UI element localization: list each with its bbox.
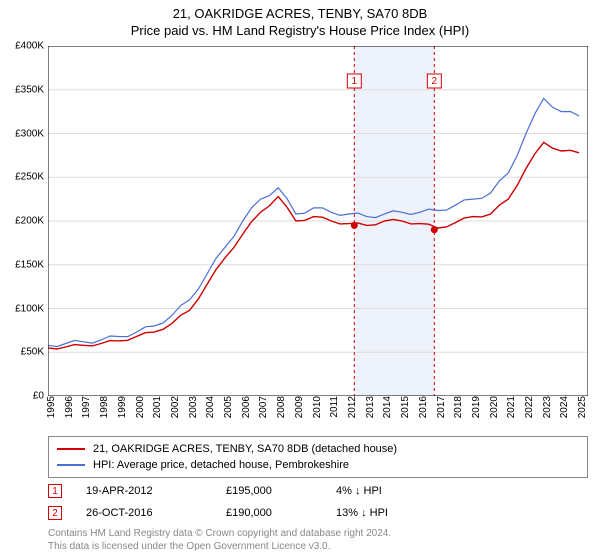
x-tick-label: 2018: [451, 396, 464, 418]
footer-note: Contains HM Land Registry data © Crown c…: [48, 528, 588, 553]
x-tick-label: 2025: [575, 396, 588, 418]
y-tick-label: £250K: [15, 172, 48, 183]
legend-label: 21, OAKRIDGE ACRES, TENBY, SA70 8DB (det…: [93, 443, 397, 455]
x-tick-label: 2013: [363, 396, 376, 418]
x-tick-label: 2004: [203, 396, 216, 418]
x-tick-label: 1999: [115, 396, 128, 418]
x-tick-label: 1995: [44, 396, 57, 418]
y-tick-label: £100K: [15, 303, 48, 314]
x-tick-label: 2000: [133, 396, 146, 418]
title-address: 21, OAKRIDGE ACRES, TENBY, SA70 8DB: [0, 6, 600, 21]
legend-row: 21, OAKRIDGE ACRES, TENBY, SA70 8DB (det…: [57, 441, 579, 457]
legend-swatch: [57, 464, 85, 466]
legend-box: 21, OAKRIDGE ACRES, TENBY, SA70 8DB (det…: [48, 436, 588, 478]
x-tick-label: 2012: [345, 396, 358, 418]
x-tick-label: 2020: [487, 396, 500, 418]
y-tick-label: £150K: [15, 259, 48, 270]
x-tick-label: 2002: [168, 396, 181, 418]
x-tick-label: 2003: [186, 396, 199, 418]
x-tick-label: 2005: [221, 396, 234, 418]
x-tick-label: 1997: [79, 396, 92, 418]
svg-text:1: 1: [352, 76, 358, 87]
y-tick-label: £350K: [15, 84, 48, 95]
chart-area: 12 £0£50K£100K£150K£200K£250K£300K£350K£…: [48, 46, 588, 396]
x-tick-label: 2008: [274, 396, 287, 418]
x-tick-label: 2016: [416, 396, 429, 418]
sale-marker-num: 1: [52, 486, 58, 497]
x-tick-label: 2007: [256, 396, 269, 418]
chart-container: 21, OAKRIDGE ACRES, TENBY, SA70 8DB Pric…: [0, 0, 600, 560]
x-tick-label: 2014: [380, 396, 393, 418]
legend-label: HPI: Average price, detached house, Pemb…: [93, 459, 349, 471]
x-tick-label: 2019: [469, 396, 482, 418]
y-tick-label: £400K: [15, 41, 48, 52]
x-tick-label: 1996: [62, 396, 75, 418]
footer-line: This data is licensed under the Open Gov…: [48, 541, 588, 554]
y-tick-label: £50K: [21, 347, 48, 358]
svg-text:2: 2: [432, 76, 438, 87]
sale-marker-num: 2: [52, 508, 58, 519]
sale-rows: 1 19-APR-2012 £195,000 4% ↓ HPI 2 26-OCT…: [48, 480, 588, 524]
y-tick-label: £200K: [15, 216, 48, 227]
x-tick-label: 2023: [540, 396, 553, 418]
sale-marker-icon: 1: [48, 484, 62, 498]
title-subtitle: Price paid vs. HM Land Registry's House …: [0, 23, 600, 38]
sale-price: £195,000: [226, 485, 336, 497]
legend-row: HPI: Average price, detached house, Pemb…: [57, 457, 579, 473]
x-tick-label: 2024: [557, 396, 570, 418]
sale-row: 1 19-APR-2012 £195,000 4% ↓ HPI: [48, 480, 588, 502]
title-block: 21, OAKRIDGE ACRES, TENBY, SA70 8DB Pric…: [0, 0, 600, 38]
y-tick-label: £300K: [15, 128, 48, 139]
x-tick-label: 2009: [292, 396, 305, 418]
sale-marker-icon: 2: [48, 506, 62, 520]
sale-row: 2 26-OCT-2016 £190,000 13% ↓ HPI: [48, 502, 588, 524]
sale-price: £190,000: [226, 507, 336, 519]
x-tick-label: 2001: [150, 396, 163, 418]
x-tick-label: 2006: [239, 396, 252, 418]
x-tick-label: 2022: [522, 396, 535, 418]
legend-swatch: [57, 448, 85, 450]
x-tick-label: 1998: [97, 396, 110, 418]
x-tick-label: 2011: [327, 396, 340, 418]
line-chart-svg: 12: [48, 46, 588, 396]
sale-date: 26-OCT-2016: [86, 507, 226, 519]
x-tick-label: 2021: [504, 396, 517, 418]
sale-pct: 4% ↓ HPI: [336, 485, 496, 497]
sale-date: 19-APR-2012: [86, 485, 226, 497]
x-tick-label: 2015: [398, 396, 411, 418]
footer-line: Contains HM Land Registry data © Crown c…: [48, 528, 588, 541]
x-tick-label: 2017: [434, 396, 447, 418]
x-tick-label: 2010: [310, 396, 323, 418]
sale-pct: 13% ↓ HPI: [336, 507, 496, 519]
